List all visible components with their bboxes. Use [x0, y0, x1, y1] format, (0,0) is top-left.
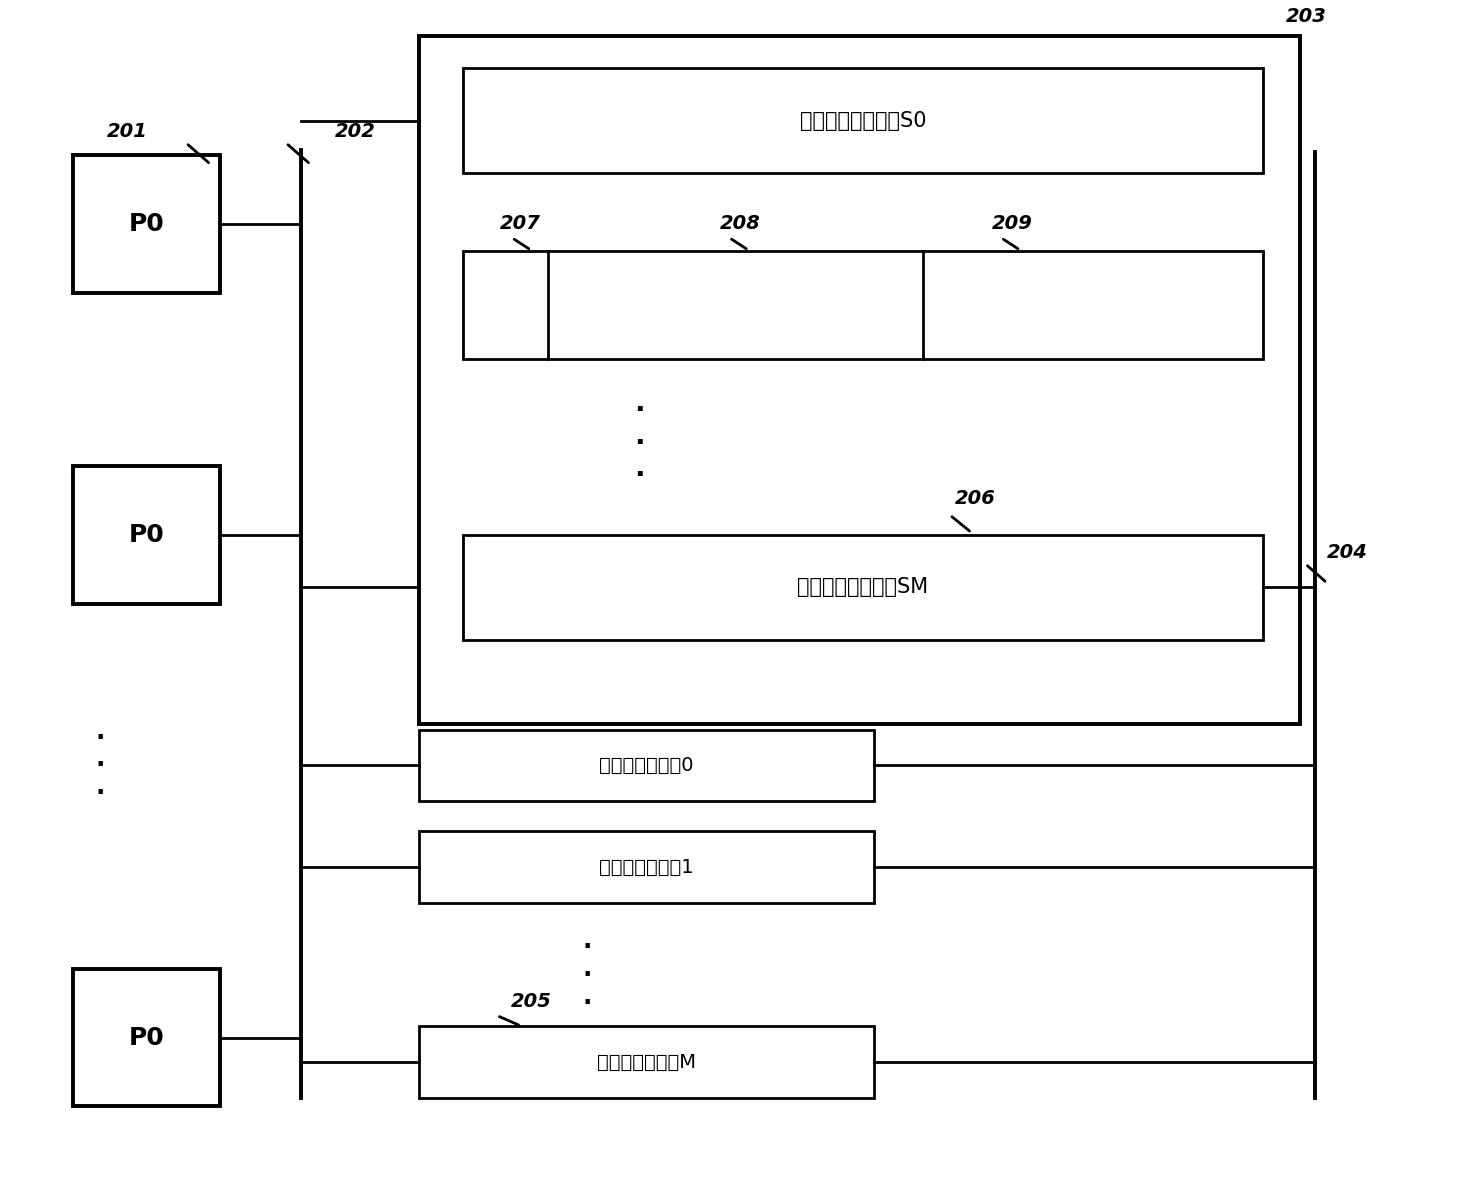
Text: 209: 209 [992, 214, 1033, 233]
Bar [463, 68, 1263, 173]
Bar [419, 1026, 874, 1098]
Text: 201: 201 [107, 122, 148, 141]
Text: P0: P0 [129, 523, 165, 548]
Bar [419, 730, 874, 801]
Text: 202: 202 [335, 122, 376, 141]
Text: 互斥信息量单元0: 互斥信息量单元0 [599, 756, 693, 775]
Bar [463, 251, 1263, 359]
Bar [419, 831, 874, 903]
Text: P0: P0 [129, 1025, 165, 1050]
Bar [73, 969, 220, 1106]
Text: P0: P0 [129, 212, 165, 237]
Text: ·
·
·: · · · [633, 396, 645, 489]
Bar [73, 155, 220, 293]
Bar [419, 36, 1300, 724]
Text: 206: 206 [955, 489, 996, 508]
Bar [463, 535, 1263, 640]
Text: 205: 205 [511, 991, 552, 1011]
Text: ·
·
·: · · · [95, 726, 104, 805]
Text: 互斥信息量单元M: 互斥信息量单元M [596, 1052, 696, 1072]
Text: ·
·
·: · · · [583, 935, 592, 1014]
Text: 208: 208 [720, 214, 761, 233]
Text: 硬件同步单元电路S0: 硬件同步单元电路S0 [799, 111, 927, 130]
Text: 203: 203 [1285, 7, 1327, 26]
Text: 207: 207 [499, 214, 541, 233]
Text: 互斥信息量单元1: 互斥信息量单元1 [599, 858, 693, 877]
Bar [73, 466, 220, 604]
Text: 204: 204 [1327, 543, 1368, 562]
Text: 硬件同步单元电路SM: 硬件同步单元电路SM [798, 578, 928, 597]
